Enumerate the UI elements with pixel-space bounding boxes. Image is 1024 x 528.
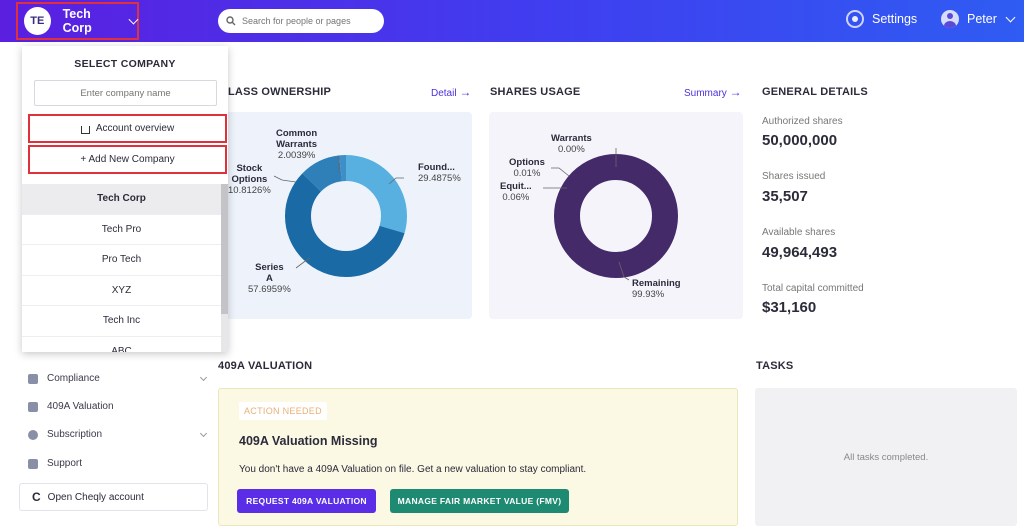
add-new-company-label: + Add New Company <box>80 154 175 165</box>
search-icon <box>226 16 236 26</box>
total-capital-value: $31,160 <box>762 299 817 316</box>
valuation-section-title: 409A VALUATION <box>218 360 313 372</box>
arrow-right-icon: → <box>729 85 742 99</box>
sidebar-item-label: Compliance <box>47 373 100 384</box>
ownership-slice-series-a <box>285 155 407 277</box>
ownership-label-common-warrants: Common Warrants 2.0039% <box>276 128 318 161</box>
dropdown-scrollbar-thumb[interactable] <box>221 184 228 314</box>
tasks-title: TASKS <box>756 360 794 372</box>
valuation-card-text: You don't have a 409A Valuation on file.… <box>239 464 587 475</box>
sidebar-item-label: 409A Valuation <box>47 401 114 412</box>
manage-fmv-button[interactable]: MANAGE FAIR MARKET VALUE (FMV) <box>390 489 569 513</box>
open-cheqly-account-button[interactable]: C Open Cheqly account <box>19 483 208 511</box>
available-shares-label: Available shares <box>762 227 836 238</box>
ownership-label-stock-options: Stock Options 10.8126% <box>228 163 271 196</box>
search-bar[interactable] <box>218 9 384 33</box>
shares-remaining-ring <box>554 154 678 278</box>
top-bar: TE Tech Corp Settings Peter <box>0 0 1024 42</box>
company-search-input[interactable] <box>34 80 217 106</box>
add-new-company-button[interactable]: + Add New Company <box>28 145 227 174</box>
user-icon <box>941 10 959 28</box>
shares-summary-label: Summary <box>684 88 727 99</box>
shares-donut-chart <box>543 148 678 281</box>
chart-icon <box>28 401 38 412</box>
shares-chart-panel <box>489 112 743 319</box>
available-shares-value: 49,964,493 <box>762 244 838 261</box>
authorized-shares-value: 50,000,000 <box>762 132 838 149</box>
cheqly-logo-icon: C <box>32 490 41 504</box>
tasks-empty-text: All tasks completed. <box>843 451 929 463</box>
sidebar-item-subscription[interactable]: Subscription <box>28 429 208 440</box>
company-list-item[interactable]: Pro Tech <box>22 245 221 276</box>
company-switcher[interactable]: TE Tech Corp <box>16 2 139 40</box>
arrow-right-icon: → <box>459 85 472 99</box>
shares-label-warrants: Warrants 0.00% <box>551 133 592 155</box>
sidebar-item-label: Support <box>47 458 83 469</box>
ownership-label-series-a: Series A 57.6959% <box>248 262 291 295</box>
company-list-item[interactable]: Tech Corp <box>22 184 221 215</box>
ownership-title: LASS OWNERSHIP <box>228 86 332 98</box>
shares-label-equity: Equit... 0.06% <box>500 181 532 203</box>
ownership-detail-link[interactable]: Detail → <box>431 85 471 99</box>
open-cheqly-label: Open Cheqly account <box>47 491 144 503</box>
shield-icon <box>28 373 38 384</box>
ownership-slice-common-warrants <box>285 155 407 277</box>
account-overview-button[interactable]: Account overview <box>28 114 227 143</box>
shares-summary-link[interactable]: Summary → <box>684 85 742 99</box>
shares-issued-label: Shares issued <box>762 171 826 182</box>
gear-icon <box>846 10 864 28</box>
ownership-detail-label: Detail <box>431 88 457 99</box>
user-name: Peter <box>967 12 997 26</box>
settings-label: Settings <box>872 12 918 26</box>
chevron-down-icon <box>199 429 208 438</box>
sidebar-item-support[interactable]: Support <box>28 458 208 469</box>
support-icon <box>28 458 38 469</box>
chevron-down-icon <box>1005 12 1016 22</box>
search-input[interactable] <box>242 16 372 26</box>
company-list: Tech Corp Tech Pro Pro Tech XYZ Tech Inc… <box>22 184 221 352</box>
general-details-title: GENERAL DETAILS <box>762 86 868 98</box>
ownership-donut-chart <box>273 155 407 277</box>
ownership-chart-panel <box>226 112 472 319</box>
company-list-item[interactable]: XYZ <box>22 276 221 306</box>
company-name: Tech Corp <box>62 7 92 35</box>
action-needed-badge: ACTION NEEDED <box>239 402 327 420</box>
chevron-down-icon <box>199 373 208 382</box>
sidebar-item-label: Subscription <box>47 429 103 440</box>
home-icon <box>80 125 90 134</box>
shares-label-remaining: Remaining 99.93% <box>632 278 681 300</box>
chevron-down-icon <box>128 14 139 24</box>
dropdown-title: SELECT COMPANY <box>74 58 176 70</box>
authorized-shares-label: Authorized shares <box>762 116 843 127</box>
request-409a-button[interactable]: REQUEST 409A VALUATION <box>237 489 376 513</box>
sidebar-item-409a-valuation[interactable]: 409A Valuation <box>28 401 208 412</box>
company-avatar: TE <box>24 7 51 35</box>
shares-usage-title: SHARES USAGE <box>490 86 581 98</box>
user-menu[interactable]: Peter <box>941 10 1016 28</box>
account-overview-label: Account overview <box>95 123 175 134</box>
company-list-item[interactable]: ABC <box>22 337 221 352</box>
ownership-label-founders: Found... 29.4875% <box>418 162 461 184</box>
settings-button[interactable]: Settings <box>846 10 917 28</box>
company-list-item[interactable]: Tech Inc <box>22 306 221 337</box>
company-dropdown: SELECT COMPANY Account overview + Add Ne… <box>22 46 228 352</box>
valuation-card: ACTION NEEDED 409A Valuation Missing You… <box>218 388 738 526</box>
sidebar-item-compliance[interactable]: Compliance <box>28 373 208 384</box>
shares-label-options: Options 0.01% <box>509 157 545 179</box>
company-list-item[interactable]: Tech Pro <box>22 215 221 245</box>
gear-icon <box>28 429 38 440</box>
shares-issued-value: 35,507 <box>762 188 808 205</box>
tasks-panel: All tasks completed. <box>755 388 1017 526</box>
valuation-card-title: 409A Valuation Missing <box>239 434 378 448</box>
total-capital-label: Total capital committed <box>762 283 864 294</box>
